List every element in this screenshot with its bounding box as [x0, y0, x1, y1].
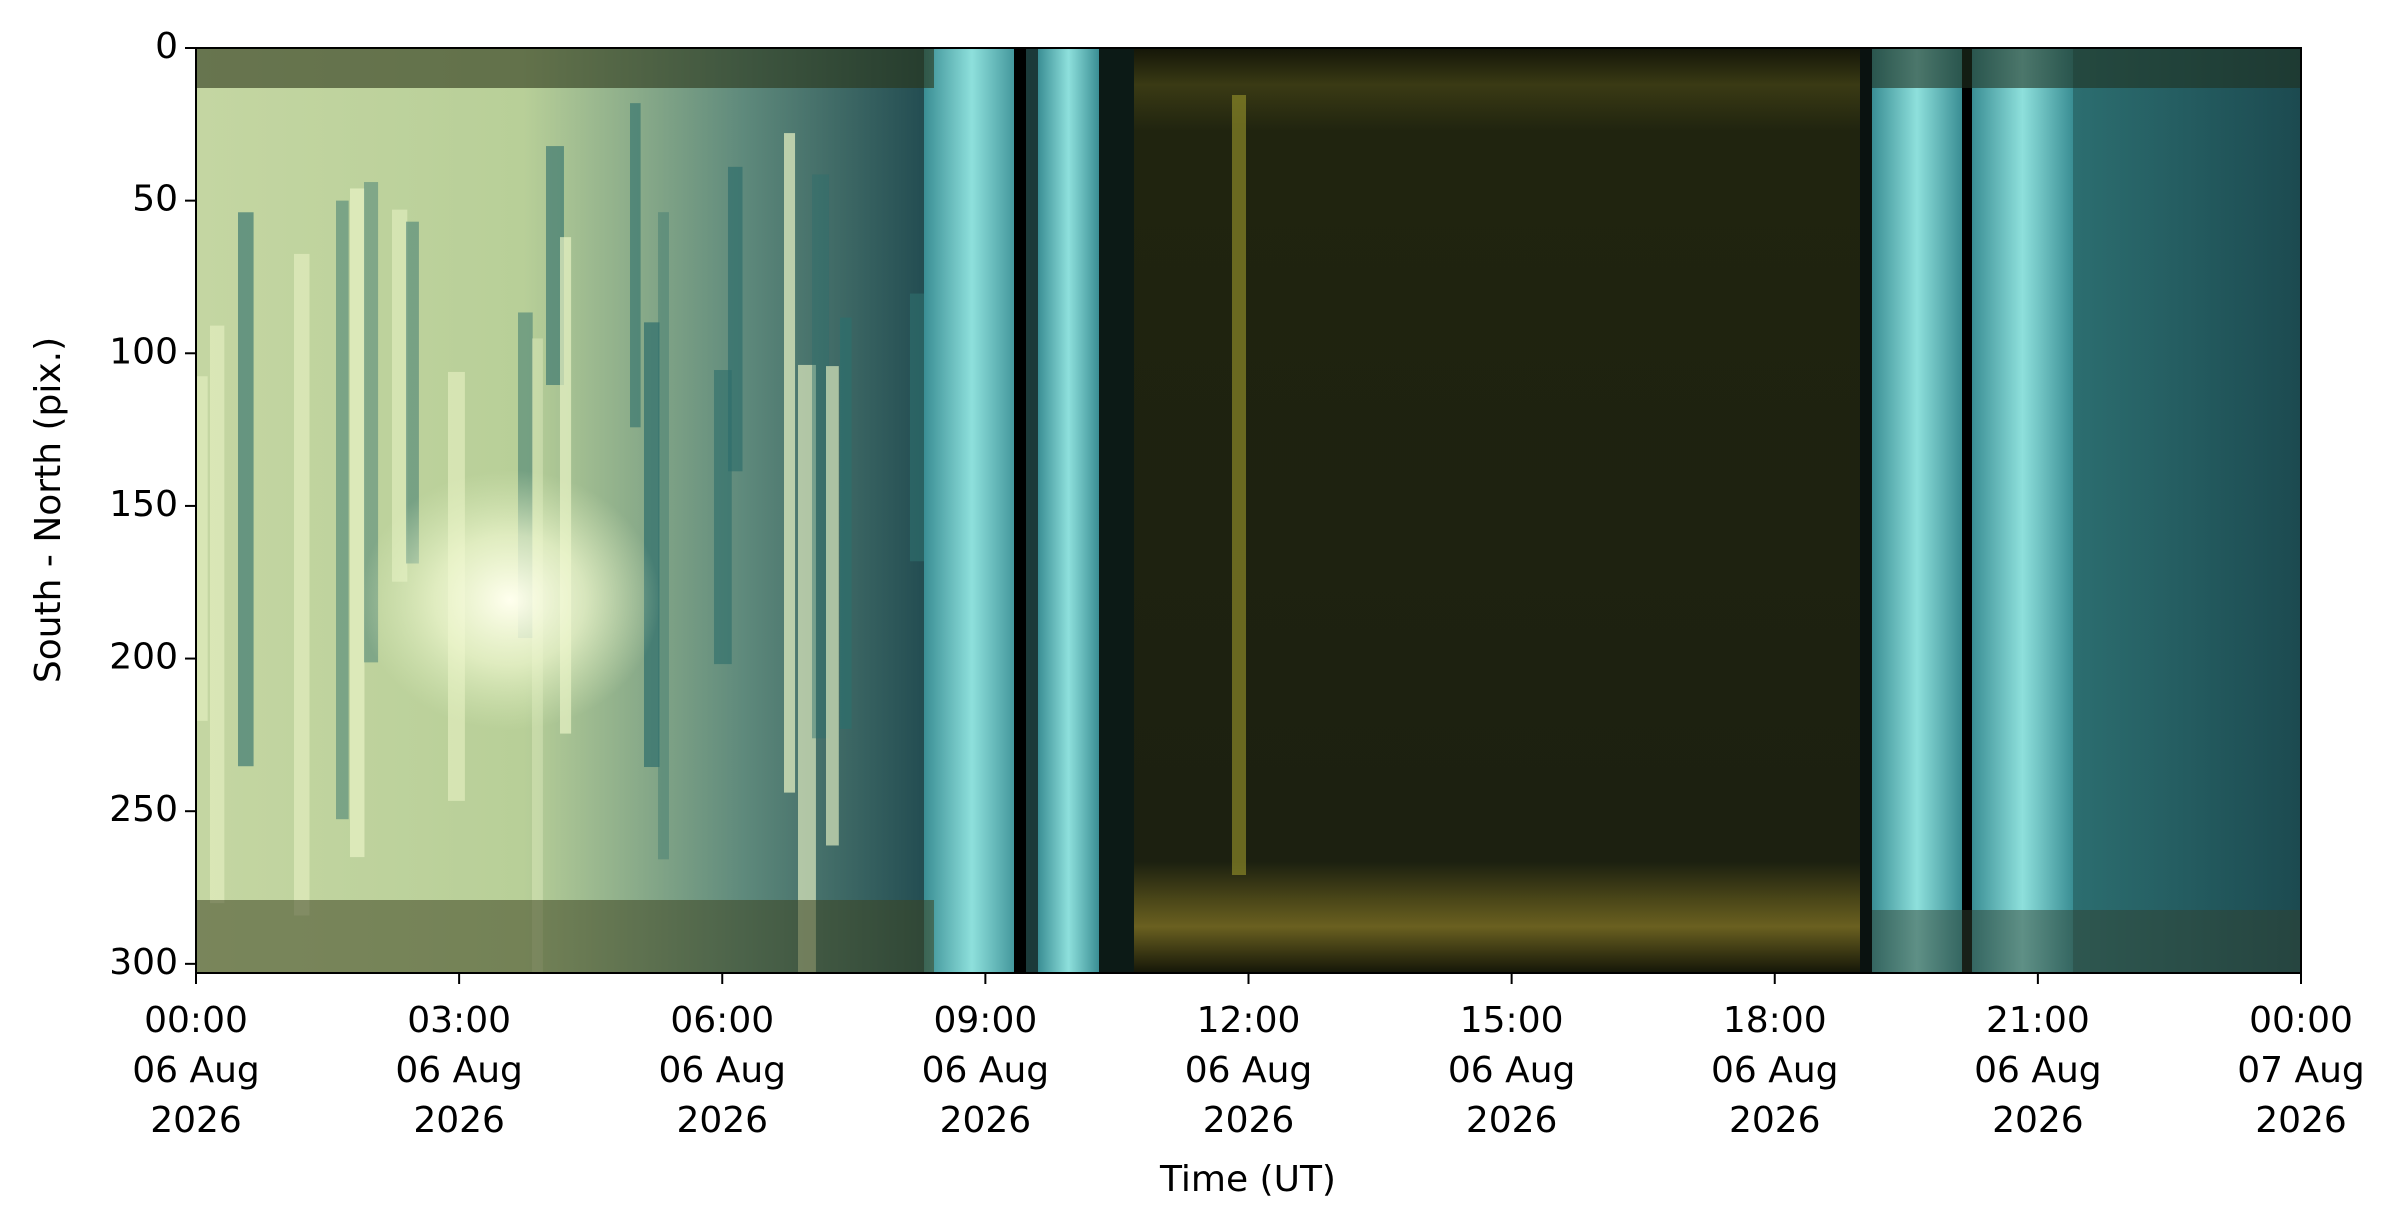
x-tick-label: 2026: [2255, 1100, 2347, 1141]
x-tick-label: 00:00: [144, 1000, 248, 1041]
x-tick-label: 2026: [150, 1100, 242, 1141]
x-tick-label: 06 Aug: [1974, 1050, 2102, 1091]
x-tick-label: 2026: [1466, 1100, 1558, 1141]
x-tick-label: 2026: [1992, 1100, 2084, 1141]
x-tick-label: 2026: [413, 1100, 505, 1141]
x-axis-label: Time (UT): [1159, 1159, 1336, 1200]
x-tick-label: 06 Aug: [922, 1050, 1050, 1091]
y-tick-label: 50: [132, 179, 178, 220]
x-tick-label: 06 Aug: [395, 1050, 523, 1091]
x-tick-label: 21:00: [1986, 1000, 2090, 1041]
x-tick-label: 03:00: [407, 1000, 511, 1041]
y-tick-label: 250: [109, 789, 178, 830]
y-tick-label: 200: [109, 637, 178, 678]
x-tick-label: 2026: [1729, 1100, 1821, 1141]
x-tick-label: 2026: [676, 1100, 768, 1141]
x-tick-label: 06 Aug: [658, 1050, 786, 1091]
x-tick-label: 09:00: [934, 1000, 1038, 1041]
x-tick-label: 2026: [1203, 1100, 1295, 1141]
x-tick-label: 06 Aug: [1448, 1050, 1576, 1091]
x-tick-label: 15:00: [1460, 1000, 1564, 1041]
x-tick-label: 06 Aug: [1185, 1050, 1313, 1091]
x-tick-label: 18:00: [1723, 1000, 1827, 1041]
y-tick-label: 100: [109, 331, 178, 372]
x-tick-label: 07 Aug: [2237, 1050, 2365, 1091]
y-tick-label: 300: [109, 942, 178, 983]
keogram-image: [196, 48, 2301, 973]
y-tick-label: 150: [109, 484, 178, 525]
x-tick-label: 06:00: [670, 1000, 774, 1041]
x-tick-label: 00:00: [2249, 1000, 2353, 1041]
y-axis-label: South - North (pix.): [28, 337, 69, 683]
x-tick-label: 2026: [940, 1100, 1032, 1141]
x-tick-label: 06 Aug: [132, 1050, 260, 1091]
y-tick-label: 0: [155, 26, 178, 67]
x-tick-label: 12:00: [1197, 1000, 1301, 1041]
x-tick-label: 06 Aug: [1711, 1050, 1839, 1091]
